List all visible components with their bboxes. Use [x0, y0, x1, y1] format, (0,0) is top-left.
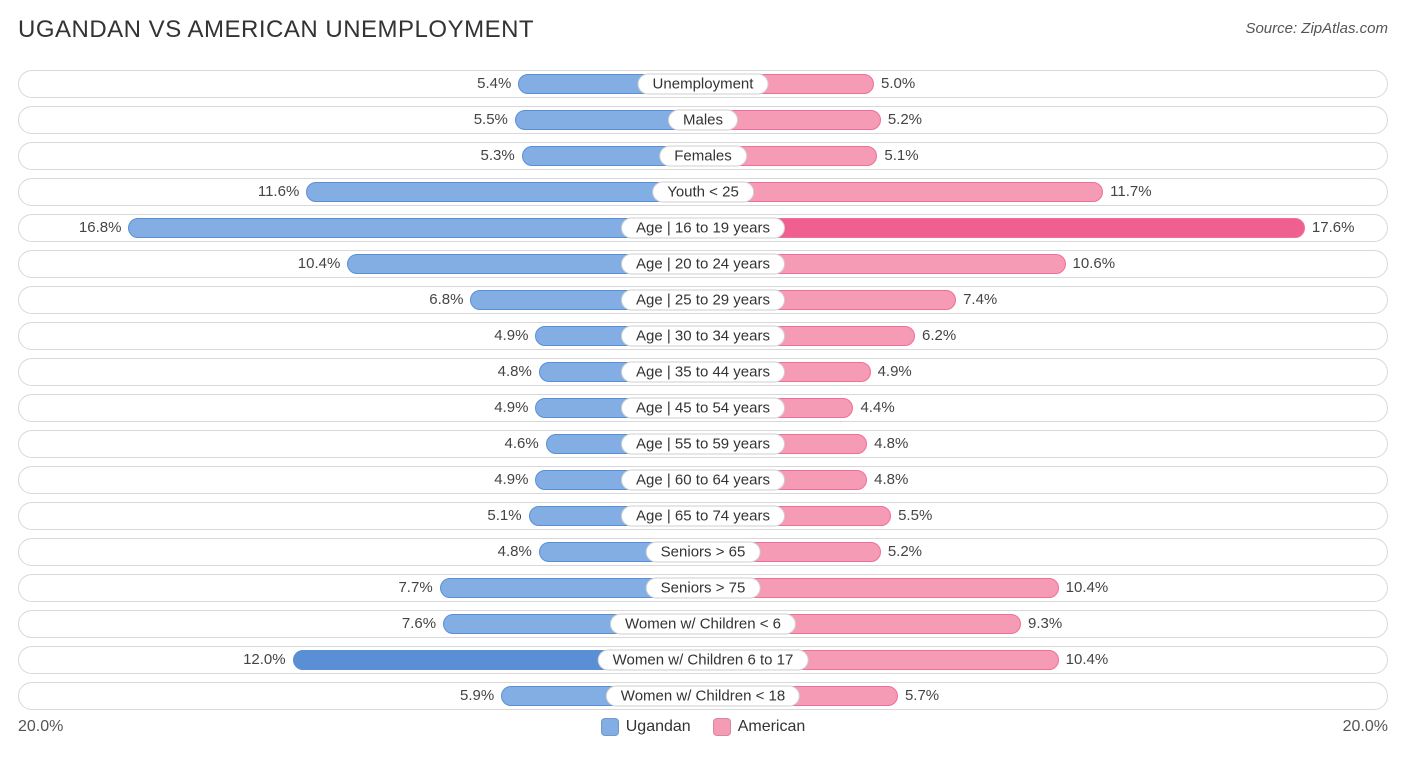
value-label-left: 4.9% [494, 327, 536, 344]
category-pill: Age | 55 to 59 years [621, 434, 785, 455]
value-label-left: 10.4% [298, 255, 349, 272]
chart-row: 4.8% 5.2% Seniors > 65 [18, 538, 1388, 566]
value-label-right: 5.2% [880, 111, 922, 128]
chart-header: UGANDAN VS AMERICAN UNEMPLOYMENT Source:… [18, 16, 1388, 44]
diverging-bar-chart: 5.4% 5.0% Unemployment 5.5% 5.2% Males 5.3% 5.1… [18, 70, 1388, 710]
value-label-left: 5.4% [477, 75, 519, 92]
chart-row: 16.8%17.6%Age | 16 to 19 years [18, 214, 1388, 242]
value-label-left: 11.6% [258, 183, 307, 200]
value-label-left: 7.6% [402, 615, 444, 632]
value-label-right: 10.4% [1058, 579, 1109, 596]
category-pill: Males [668, 110, 738, 131]
legend-item-right: American [713, 718, 806, 736]
legend-label-left: Ugandan [626, 718, 691, 736]
chart-row: 7.6% 9.3% Women w/ Children < 6 [18, 610, 1388, 638]
chart-row: 11.6%11.7%Youth < 25 [18, 178, 1388, 206]
chart-source: Source: ZipAtlas.com [1245, 20, 1388, 37]
chart-row: 4.9% 4.4% Age | 45 to 54 years [18, 394, 1388, 422]
value-label-right: 7.4% [955, 291, 997, 308]
chart-row: 4.9% 4.8% Age | 60 to 64 years [18, 466, 1388, 494]
value-label-right: 5.2% [880, 543, 922, 560]
chart-row: 5.1% 5.5% Age | 65 to 74 years [18, 502, 1388, 530]
value-label-left: 4.8% [498, 363, 540, 380]
value-label-right: 17.6% [1304, 219, 1355, 236]
value-label-left: 4.9% [494, 399, 536, 416]
legend: Ugandan American [601, 718, 806, 736]
chart-row: 4.8% 4.9% Age | 35 to 44 years [18, 358, 1388, 386]
value-label-right: 5.7% [897, 687, 939, 704]
value-label-left: 12.0% [243, 651, 294, 668]
chart-row: 6.8% 7.4% Age | 25 to 29 years [18, 286, 1388, 314]
chart-row: 5.9% 5.7% Women w/ Children < 18 [18, 682, 1388, 710]
category-pill: Women w/ Children < 6 [610, 614, 796, 635]
legend-swatch-left [601, 718, 619, 736]
category-pill: Age | 45 to 54 years [621, 398, 785, 419]
bar-left: 16.8% [128, 218, 703, 238]
chart-row: 5.4% 5.0% Unemployment [18, 70, 1388, 98]
value-label-right: 5.1% [876, 147, 918, 164]
category-pill: Seniors > 75 [646, 578, 761, 599]
bar-right: 11.7% [703, 182, 1103, 202]
value-label-right: 6.2% [914, 327, 956, 344]
value-label-right: 9.3% [1020, 615, 1062, 632]
value-label-left: 5.5% [474, 111, 516, 128]
category-pill: Youth < 25 [652, 182, 754, 203]
category-pill: Unemployment [638, 74, 769, 95]
category-pill: Women w/ Children < 18 [606, 686, 800, 707]
bar-right: 17.6% [703, 218, 1305, 238]
value-label-left: 5.3% [481, 147, 523, 164]
bar-left: 11.6% [306, 182, 703, 202]
value-label-right: 5.0% [873, 75, 915, 92]
category-pill: Age | 16 to 19 years [621, 218, 785, 239]
value-label-right: 10.6% [1065, 255, 1116, 272]
chart-row: 4.9% 6.2% Age | 30 to 34 years [18, 322, 1388, 350]
category-pill: Age | 65 to 74 years [621, 506, 785, 527]
value-label-right: 4.4% [852, 399, 894, 416]
chart-title: UGANDAN VS AMERICAN UNEMPLOYMENT [18, 16, 534, 44]
axis-label-right: 20.0% [1343, 718, 1388, 736]
chart-row: 4.6% 4.8% Age | 55 to 59 years [18, 430, 1388, 458]
value-label-right: 4.8% [866, 435, 908, 452]
axis-row: 20.0% Ugandan American 20.0% [18, 718, 1388, 736]
value-label-left: 5.9% [460, 687, 502, 704]
value-label-left: 5.1% [487, 507, 529, 524]
category-pill: Females [659, 146, 747, 167]
value-label-left: 4.9% [494, 471, 536, 488]
value-label-left: 4.8% [498, 543, 540, 560]
value-label-left: 16.8% [79, 219, 130, 236]
chart-row: 10.4% 10.6% Age | 20 to 24 years [18, 250, 1388, 278]
value-label-left: 7.7% [398, 579, 440, 596]
category-pill: Age | 35 to 44 years [621, 362, 785, 383]
value-label-left: 4.6% [504, 435, 546, 452]
category-pill: Age | 25 to 29 years [621, 290, 785, 311]
chart-row: 5.3% 5.1% Females [18, 142, 1388, 170]
legend-label-right: American [738, 718, 806, 736]
category-pill: Age | 20 to 24 years [621, 254, 785, 275]
axis-label-left: 20.0% [18, 718, 63, 736]
value-label-left: 6.8% [429, 291, 471, 308]
legend-swatch-right [713, 718, 731, 736]
category-pill: Age | 60 to 64 years [621, 470, 785, 491]
category-pill: Women w/ Children 6 to 17 [598, 650, 809, 671]
chart-row: 7.7% 10.4% Seniors > 75 [18, 574, 1388, 602]
value-label-right: 5.5% [890, 507, 932, 524]
legend-item-left: Ugandan [601, 718, 691, 736]
chart-row: 12.0% 10.4% Women w/ Children 6 to 17 [18, 646, 1388, 674]
value-label-right: 4.8% [866, 471, 908, 488]
value-label-right: 10.4% [1058, 651, 1109, 668]
value-label-right: 4.9% [870, 363, 912, 380]
category-pill: Age | 30 to 34 years [621, 326, 785, 347]
category-pill: Seniors > 65 [646, 542, 761, 563]
chart-row: 5.5% 5.2% Males [18, 106, 1388, 134]
value-label-right: 11.7% [1102, 183, 1151, 200]
